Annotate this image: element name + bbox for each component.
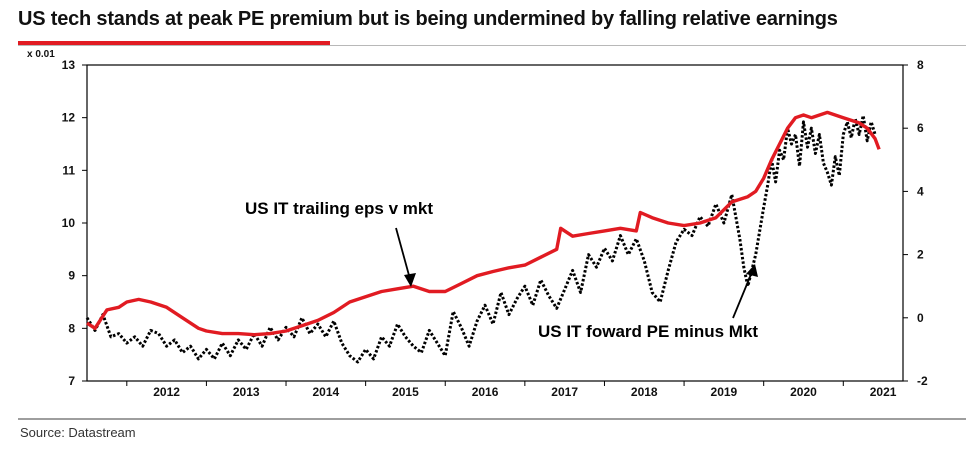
annotation-forward-pe: US IT foward PE minus Mkt bbox=[538, 322, 758, 341]
right-tick-label: 2 bbox=[917, 248, 924, 262]
right-tick-label: 4 bbox=[917, 184, 924, 198]
series-line-trailing-eps bbox=[86, 110, 881, 337]
chart-axes: 7 8 9 10 11 12 13 x 0.01 -2 0 2 4 6 8 2012 2013 2014 2015… bbox=[27, 49, 928, 399]
x-tick-label: 2018 bbox=[631, 385, 658, 399]
x-tick-label: 2020 bbox=[790, 385, 817, 399]
left-axis-scale: x 0.01 bbox=[27, 49, 55, 60]
plot-frame bbox=[86, 64, 904, 382]
line-chart: 7 8 9 10 11 12 13 x 0.01 -2 0 2 4 6 8 2012 2013 2014 2015… bbox=[27, 49, 928, 399]
chart-series bbox=[85, 110, 881, 364]
bottom-divider bbox=[18, 418, 966, 420]
annotation-trailing-eps: US IT trailing eps v mkt bbox=[245, 199, 433, 218]
left-tick-label: 10 bbox=[62, 216, 76, 230]
x-tick-label: 2016 bbox=[472, 385, 499, 399]
top-divider bbox=[18, 45, 966, 46]
annotation-arrow-forward-pe bbox=[732, 271, 753, 319]
x-tick-label: 2019 bbox=[711, 385, 738, 399]
series-line-forward-pe bbox=[85, 114, 877, 364]
left-tick-label: 12 bbox=[62, 111, 76, 125]
source-note: Source: Datastream bbox=[20, 425, 136, 440]
x-tick-label: 2012 bbox=[153, 385, 180, 399]
left-tick-label: 8 bbox=[68, 321, 75, 335]
left-tick-label: 11 bbox=[62, 163, 75, 177]
x-tick-label: 2014 bbox=[312, 385, 339, 399]
right-tick-label: 8 bbox=[917, 58, 924, 72]
annotation-arrowhead-forward-pe bbox=[746, 264, 758, 277]
chart-title: US tech stands at peak PE premium but is… bbox=[18, 8, 838, 30]
left-tick-label: 7 bbox=[68, 374, 75, 388]
x-tick-label: 2013 bbox=[233, 385, 260, 399]
chart-annotations: US IT trailing eps v mkt US IT foward PE … bbox=[245, 199, 758, 341]
x-tick-label: 2021 bbox=[870, 385, 897, 399]
right-tick-label: 0 bbox=[917, 311, 924, 325]
x-tick-label: 2017 bbox=[551, 385, 578, 399]
x-tick-label: 2015 bbox=[392, 385, 419, 399]
title-underline bbox=[18, 41, 330, 45]
annotation-arrow-trailing-eps bbox=[395, 227, 411, 280]
annotation-arrowhead-trailing-eps bbox=[404, 273, 416, 287]
right-tick-label: -2 bbox=[917, 374, 928, 388]
left-tick-label: 13 bbox=[62, 58, 76, 72]
right-tick-label: 6 bbox=[917, 121, 924, 135]
left-tick-label: 9 bbox=[68, 269, 75, 283]
